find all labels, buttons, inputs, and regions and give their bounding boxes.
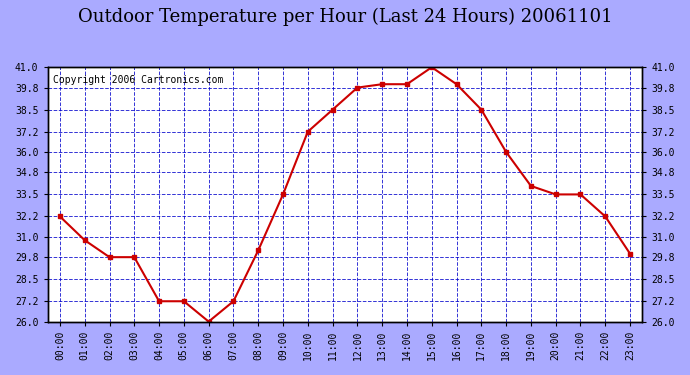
Text: Outdoor Temperature per Hour (Last 24 Hours) 20061101: Outdoor Temperature per Hour (Last 24 Ho… <box>78 8 612 26</box>
Text: Copyright 2006 Cartronics.com: Copyright 2006 Cartronics.com <box>54 75 224 85</box>
